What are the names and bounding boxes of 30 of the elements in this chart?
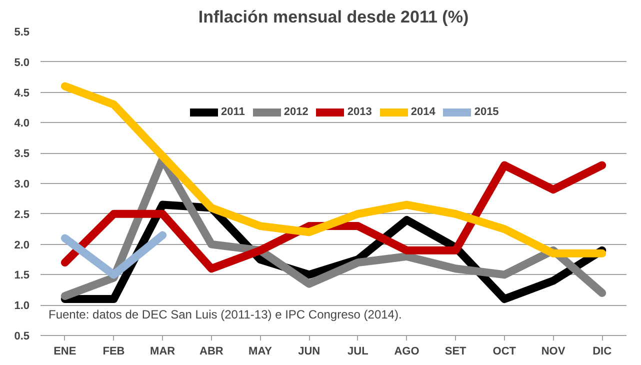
x-tick-label: SET (444, 346, 467, 358)
x-tick-label: ENE (54, 346, 76, 358)
chart-title: Inflación mensual desde 2011 (%) (198, 8, 469, 26)
x-tick-label: ABR (200, 346, 224, 358)
x-tick-label: FEB (102, 346, 125, 358)
legend-label: 2014 (410, 106, 436, 118)
y-tick-label: 1.5 (14, 270, 30, 282)
y-tick-label: 5.5 (14, 26, 30, 38)
annotation: Fuente: datos de DEC San Luis (2011-13) e IPC Congreso (2014). (48, 308, 402, 322)
x-tick-label: DIC (592, 346, 612, 358)
x-tick-label: JUL (348, 346, 369, 358)
legend-label: 2012 (284, 106, 308, 118)
x-tick-label: JUN (298, 346, 320, 358)
y-tick-label: 3.0 (14, 178, 30, 190)
x-tick-label: OCT (492, 346, 516, 358)
legend-label: 2013 (347, 106, 372, 118)
y-tick-label: 1.0 (14, 300, 30, 312)
x-tick-label: MAR (150, 346, 176, 358)
y-tick-label: 3.5 (14, 148, 30, 160)
y-tick-label: 4.0 (14, 118, 30, 130)
x-tick-label: MAY (248, 346, 273, 358)
x-tick-label: NOV (541, 346, 566, 358)
y-tick-label: 4.5 (14, 87, 30, 100)
y-tick-label: 0.5 (14, 330, 30, 342)
legend-label: 2015 (474, 106, 499, 118)
y-tick-label: 5.0 (14, 56, 30, 69)
legend-label: 2011 (221, 106, 245, 118)
y-tick-label: 2.0 (14, 239, 30, 252)
y-tick-label: 2.5 (14, 208, 30, 221)
x-tick-label: AGO (394, 346, 420, 358)
